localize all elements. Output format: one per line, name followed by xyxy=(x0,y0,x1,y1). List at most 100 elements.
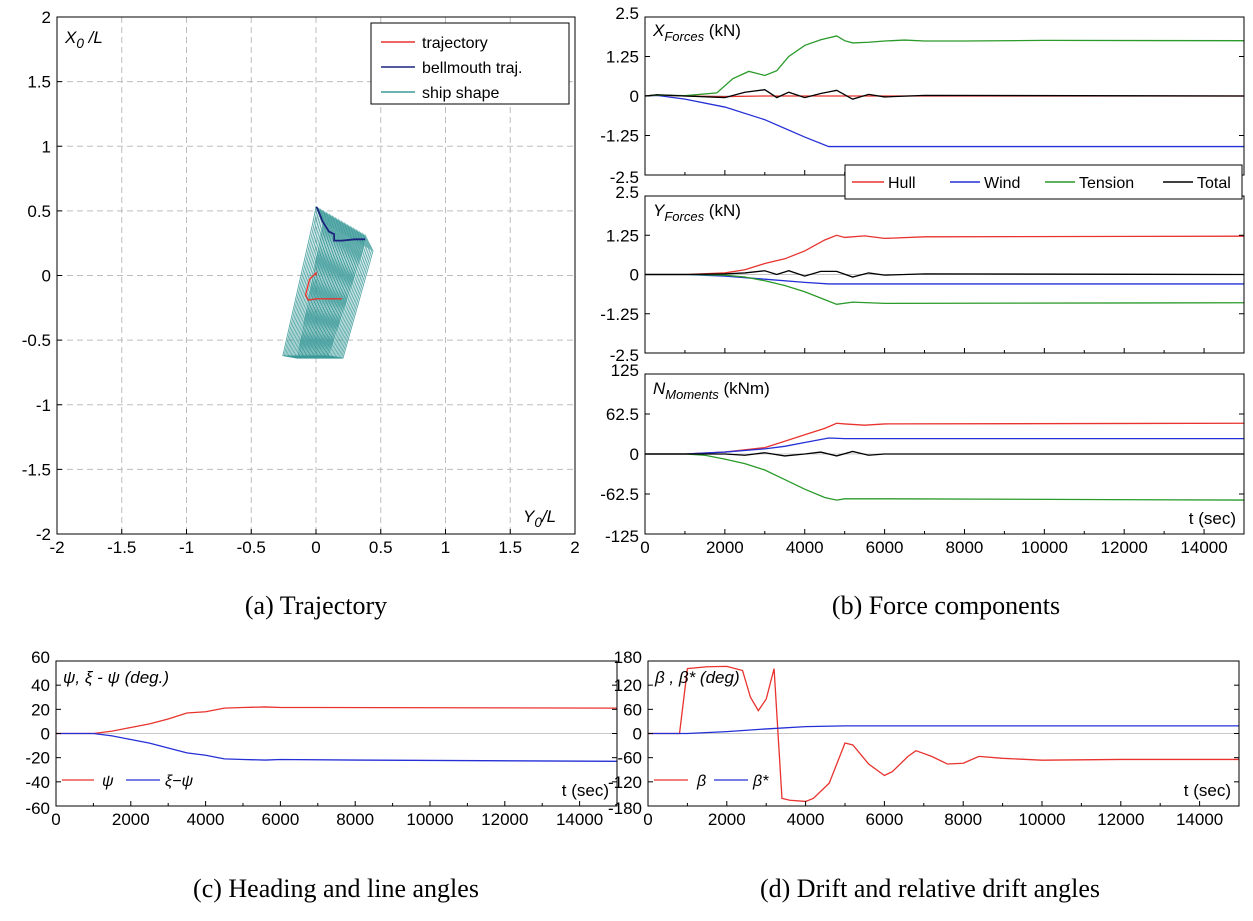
x-tick-label: -0.5 xyxy=(237,538,266,557)
legend-label: Wind xyxy=(984,175,1020,192)
x-axis-label: t (sec) xyxy=(1184,781,1231,800)
x-tick-label: -2 xyxy=(49,538,64,557)
x-tick-label: 8000 xyxy=(944,810,982,829)
ship-shape-outline xyxy=(327,234,374,359)
series-line-total xyxy=(645,450,1244,457)
series-line-- xyxy=(648,725,1239,735)
series-line-tension xyxy=(645,453,1245,501)
y-tick-label: -1 xyxy=(36,396,51,415)
y-tick-label: 0.5 xyxy=(27,202,51,221)
y-tick-label: -60 xyxy=(617,749,642,768)
chart-a: -2 -1.5 -1 -0.5 0 0.5 1 1.5 2 2 1.5 1 0.5 0 -0.5 -1 -1.5… xyxy=(22,8,580,557)
y-tick-label: 0 xyxy=(633,725,642,744)
x-tick-label: 0 xyxy=(640,538,649,557)
legend-label: β* xyxy=(752,773,769,790)
y-tick-label: 60 xyxy=(31,648,50,667)
legend-label: Total xyxy=(1197,175,1231,192)
y-tick-label: -40 xyxy=(25,773,50,792)
y-axis-label: X0 /L xyxy=(64,28,103,51)
x-tick-label: 2000 xyxy=(708,810,746,829)
x-tick-label: 1 xyxy=(441,538,450,557)
y-axis-label: YForces (kN) xyxy=(653,201,741,224)
series-line-wind xyxy=(644,94,1244,148)
y-tick-label: -0.5 xyxy=(22,331,51,350)
y-tick-label: 180 xyxy=(614,648,642,667)
x-tick-label: 10000 xyxy=(1021,538,1068,557)
y-tick-label: -125 xyxy=(605,527,639,546)
x-tick-label: 0.5 xyxy=(369,538,393,557)
series-line-wind xyxy=(645,437,1244,455)
x-tick-label: 12000 xyxy=(481,810,528,829)
y-tick-label: 125 xyxy=(611,361,639,380)
x-tick-label: 8000 xyxy=(336,810,374,829)
series-line-- xyxy=(648,665,1239,803)
x-tick-label: 2000 xyxy=(706,538,744,557)
caption-d: (d) Drift and relative drift angles xyxy=(760,874,1100,903)
y-tick-label: 60 xyxy=(623,700,642,719)
y-axis-label: ψ, ξ - ψ (deg.) xyxy=(63,668,169,687)
y-tick-label: 1 xyxy=(42,137,51,156)
y-tick-label: -1.25 xyxy=(600,127,639,146)
series-line-- xyxy=(56,706,618,735)
x-tick-label: -1 xyxy=(179,538,194,557)
y-tick-label: 62.5 xyxy=(606,405,639,424)
y-tick-label: -1.5 xyxy=(22,460,51,479)
x-tick-label: 0 xyxy=(51,810,60,829)
y-tick-label: 0 xyxy=(41,725,50,744)
chart-b-yforces: 2.5 1.25 0 -1.25 -2.5 YForces (kN) Hull Wind Ten… xyxy=(600,164,1245,365)
x-tick-label: 14000 xyxy=(1176,810,1223,829)
legend-label: ψ xyxy=(102,773,114,790)
caption-b: (b) Force components xyxy=(832,591,1060,620)
y-tick-label: -62.5 xyxy=(600,485,639,504)
series-line-- xyxy=(56,732,618,762)
legend-label: Hull xyxy=(888,175,916,192)
y-tick-label: -60 xyxy=(25,799,50,818)
legend: trajectory bellmouth traj. ship shape xyxy=(370,22,570,105)
y-tick-label: 0 xyxy=(42,267,51,286)
x-tick-label: 6000 xyxy=(261,810,299,829)
x-tick-label: 12000 xyxy=(1097,810,1144,829)
legend-label: Tension xyxy=(1079,175,1134,192)
x-tick-label: 0 xyxy=(311,538,320,557)
series-line-total xyxy=(644,89,1245,100)
x-tick-label: 2000 xyxy=(112,810,150,829)
trajectory-line xyxy=(304,271,342,301)
bellmouth-trajectory-line xyxy=(315,206,366,242)
series-line-tension xyxy=(644,35,1245,97)
y-tick-label: 1.5 xyxy=(27,73,51,92)
x-tick-label: 14000 xyxy=(1180,538,1227,557)
y-tick-label: 2 xyxy=(42,8,51,27)
y-tick-label: 1.25 xyxy=(606,226,639,245)
y-tick-label: -2.5 xyxy=(610,346,639,365)
y-tick-label: 2.5 xyxy=(615,4,639,23)
x-tick-label: 6000 xyxy=(865,810,903,829)
y-tick-label: 120 xyxy=(614,676,642,695)
y-tick-label: -120 xyxy=(608,773,642,792)
x-tick-label: 14000 xyxy=(556,810,603,829)
legend-label: ξ−ψ xyxy=(165,773,193,790)
legend-label: bellmouth traj. xyxy=(422,60,523,77)
x-tick-label: 4000 xyxy=(187,810,225,829)
x-tick-label: 1.5 xyxy=(498,538,522,557)
y-axis-label: β , β* (deg) xyxy=(654,668,740,687)
legend-box xyxy=(370,22,570,105)
series-line-tension xyxy=(645,273,1245,305)
x-axis-label: Y0/L xyxy=(523,507,556,530)
x-tick-label: 0 xyxy=(643,810,652,829)
y-tick-label: -20 xyxy=(25,749,50,768)
y-tick-label: 20 xyxy=(31,700,50,719)
x-axis-label: t (sec) xyxy=(562,781,609,800)
x-axis-label: t (sec) xyxy=(1189,509,1236,528)
caption-c: (c) Heading and line angles xyxy=(193,874,479,903)
x-tick-label: 6000 xyxy=(866,538,904,557)
x-tick-label: 2 xyxy=(570,538,579,557)
x-tick-label: 10000 xyxy=(406,810,453,829)
y-tick-label: 40 xyxy=(31,676,50,695)
legend: Hull Wind Tension Total xyxy=(844,164,1243,200)
x-tick-label: -1.5 xyxy=(107,538,136,557)
legend-label: β xyxy=(696,773,706,790)
y-tick-label: 0 xyxy=(630,87,639,106)
